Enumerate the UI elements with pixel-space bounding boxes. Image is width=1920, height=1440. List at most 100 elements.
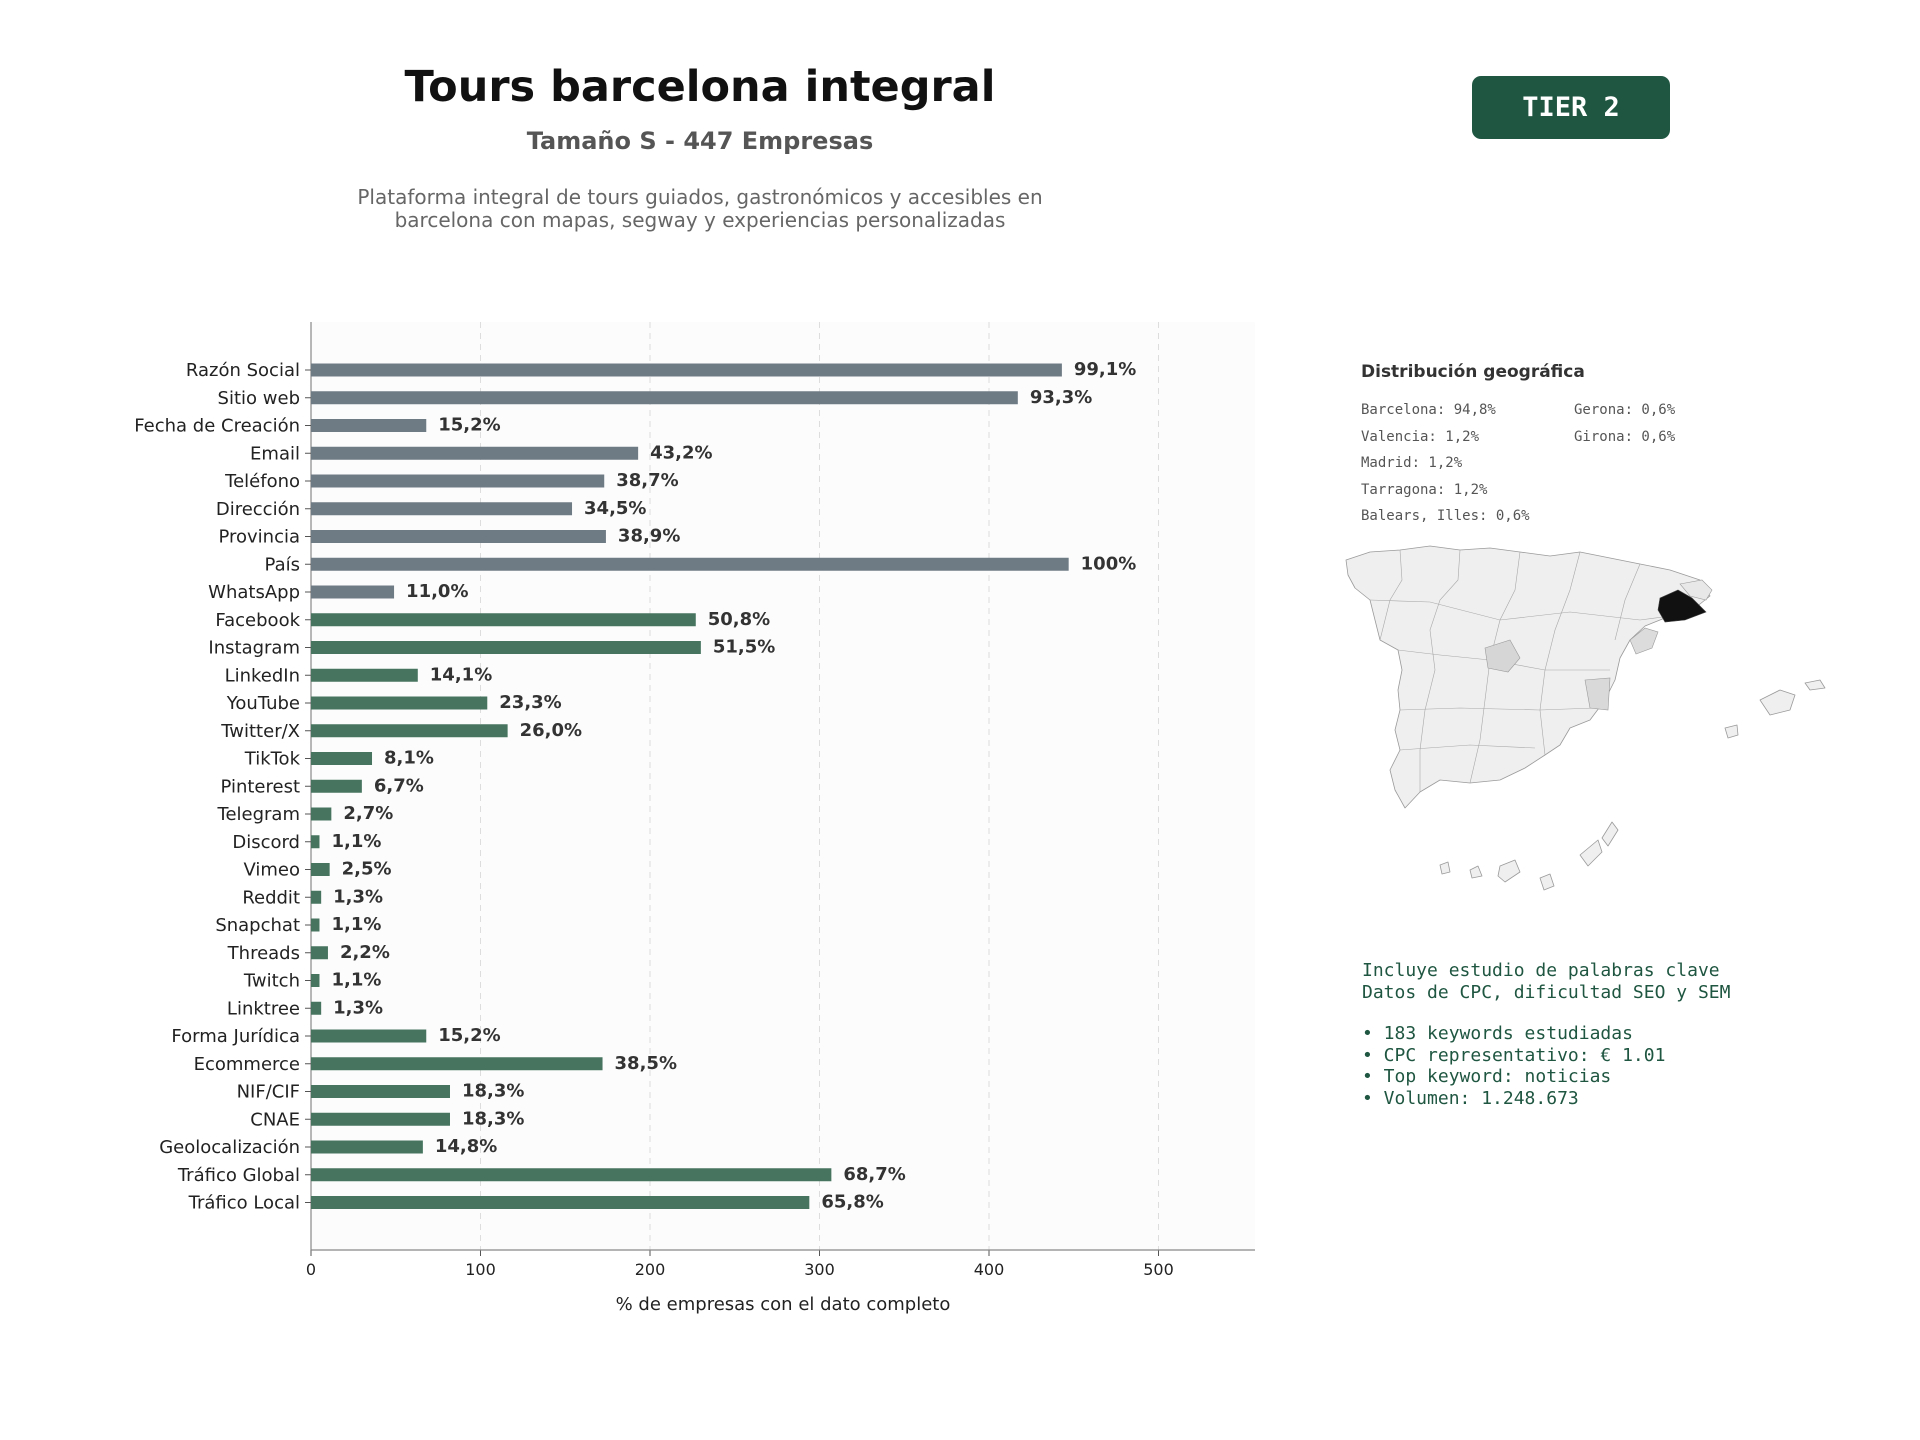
- data-label: 18,3%: [462, 1108, 524, 1129]
- category-label: País: [265, 554, 300, 575]
- category-label: Sitio web: [218, 388, 300, 409]
- category-label: TikTok: [244, 749, 301, 770]
- bar: [311, 1001, 322, 1015]
- data-label: 1,1%: [331, 970, 381, 991]
- bar: [311, 752, 373, 765]
- geo-entry: Girona: 0,6%: [1574, 428, 1676, 445]
- map-valencia-region: [1584, 677, 1611, 711]
- bar: [311, 807, 332, 821]
- bar: [311, 974, 320, 987]
- description-line-2: barcelona con mapas, segway y experienci…: [394, 208, 1006, 232]
- category-label: CNAE: [250, 1109, 300, 1130]
- category-label: Tráfico Local: [188, 1193, 300, 1214]
- data-label: 14,1%: [430, 664, 492, 685]
- category-label: LinkedIn: [225, 665, 300, 686]
- geo-entry: Valencia: 1,2%: [1361, 428, 1480, 445]
- map-canary-3: [1497, 859, 1521, 883]
- geo-entry: Madrid: 1,2%: [1361, 455, 1463, 471]
- page-subtitle: Tamaño S - 447 Empresas: [526, 127, 874, 155]
- map-canary-2: [1469, 865, 1483, 879]
- description: Plataforma integral de tours guiados, ga…: [0, 186, 1400, 232]
- x-tick-label: 400: [974, 1260, 1005, 1279]
- keywords-panel: Incluye estudio de palabras clave Datos …: [1362, 960, 1730, 1109]
- category-label: Razón Social: [186, 360, 300, 381]
- data-label: 43,2%: [650, 442, 712, 463]
- bar: [311, 918, 320, 932]
- data-label: 1,3%: [333, 997, 383, 1018]
- bar-chart: 0 100 200 300 400 500 % de empresas con el dat…: [134, 322, 1255, 1315]
- category-label: Fecha de Creación: [134, 416, 300, 437]
- x-tick-label: 100: [465, 1260, 496, 1279]
- data-label: 2,7%: [343, 803, 393, 824]
- bar: [311, 696, 488, 710]
- map-mallorca: [1759, 689, 1796, 716]
- bar: [311, 557, 1069, 571]
- data-label: 38,5%: [615, 1053, 677, 1074]
- data-label: 14,8%: [435, 1136, 497, 1157]
- keyword-bullet: • CPC representativo: € 1.01: [1362, 1044, 1666, 1066]
- data-label: 15,2%: [438, 1025, 500, 1046]
- data-label: 93,3%: [1030, 387, 1092, 408]
- keyword-bullet: • Top keyword: noticias: [1362, 1066, 1612, 1087]
- category-label: Reddit: [242, 887, 300, 908]
- plot-area: [311, 322, 1255, 1250]
- category-label: Twitter/X: [220, 721, 300, 742]
- keywords-intro: Incluye estudio de palabras clave: [1362, 960, 1720, 981]
- data-label: 100%: [1081, 553, 1137, 574]
- map-barcelona-region: [1657, 589, 1707, 623]
- category-label: Instagram: [208, 638, 300, 659]
- category-label: NIF/CIF: [237, 1082, 300, 1103]
- geo-distribution-title: Distribución geográfica: [1361, 362, 1585, 382]
- category-label: Dirección: [216, 499, 300, 520]
- bar: [311, 530, 606, 543]
- bar: [311, 1168, 832, 1182]
- bar: [311, 1196, 810, 1209]
- bar: [311, 1140, 423, 1154]
- bar: [311, 668, 418, 682]
- category-label: Email: [250, 443, 300, 464]
- data-label: 1,3%: [333, 886, 383, 907]
- map-ibiza: [1724, 724, 1739, 739]
- map-menorca: [1804, 679, 1826, 691]
- category-label: Provincia: [218, 527, 300, 548]
- geo-list-col-1: Barcelona: 94,8% Valencia: 1,2% Madrid: …: [1361, 397, 1530, 530]
- keyword-bullet: • Volumen: 1.248.673: [1362, 1087, 1579, 1109]
- data-label: 38,7%: [616, 470, 678, 491]
- data-label: 65,8%: [821, 1192, 883, 1213]
- data-label: 23,3%: [499, 692, 561, 713]
- bar: [311, 446, 639, 460]
- data-label: 26,0%: [520, 720, 582, 741]
- bar: [311, 724, 508, 738]
- map-mainland: [1345, 545, 1711, 809]
- category-label: Telegram: [217, 804, 300, 825]
- data-label: 18,3%: [462, 1081, 524, 1102]
- bar: [311, 585, 395, 599]
- keyword-bullet: • 183 keywords estudiadas: [1362, 1023, 1633, 1044]
- data-label: 51,5%: [713, 637, 775, 658]
- bar: [311, 502, 573, 516]
- data-label: 38,9%: [618, 526, 680, 547]
- data-label: 2,2%: [340, 942, 390, 963]
- data-label: 68,7%: [843, 1164, 905, 1185]
- category-label: Forma Jurídica: [171, 1026, 300, 1047]
- category-label: Ecommerce: [194, 1054, 300, 1075]
- x-tick-label: 300: [804, 1260, 835, 1279]
- x-tick-label: 500: [1143, 1260, 1174, 1279]
- map-canary-5: [1579, 839, 1603, 867]
- tier-badge: TIER 2: [1472, 76, 1670, 139]
- category-label: Snapchat: [215, 915, 300, 936]
- description-line-1: Plataforma integral de tours guiados, ga…: [357, 185, 1043, 209]
- map-girona-region: [1679, 579, 1713, 601]
- keywords-subtitle: Datos de CPC, dificultad SEO y SEM: [1362, 981, 1731, 1003]
- spain-map: [1345, 545, 1826, 891]
- bar: [311, 779, 362, 793]
- bar: [311, 863, 330, 876]
- map-canary-1: [1439, 861, 1451, 875]
- bar: [311, 391, 1018, 405]
- data-label: 8,1%: [384, 748, 434, 769]
- bar: [311, 641, 701, 654]
- category-label: Geolocalización: [159, 1137, 300, 1158]
- data-label: 6,7%: [374, 775, 424, 796]
- bar: [311, 890, 322, 904]
- geo-entry: Barcelona: 94,8%: [1361, 402, 1496, 418]
